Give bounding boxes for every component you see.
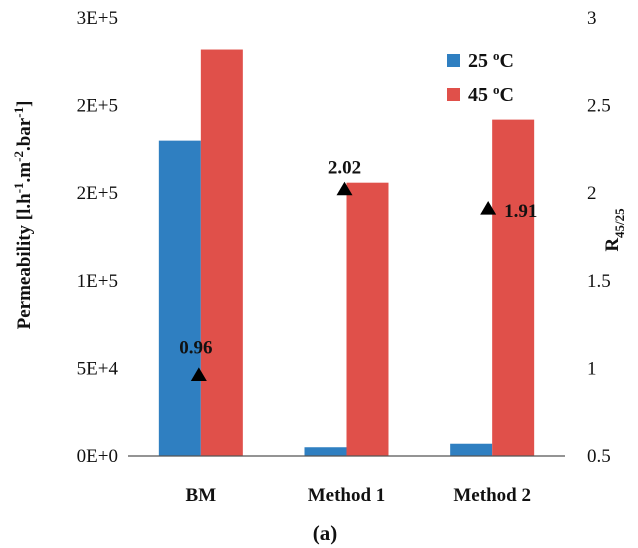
y2-tick-label: 3 (587, 8, 597, 29)
ratio-label: 1.91 (504, 201, 537, 222)
y2-tick-label: 2.5 (587, 96, 611, 117)
y-tick-label: 2E+5 (77, 183, 118, 204)
y2-tick-label: 1 (587, 358, 597, 379)
y-axis-title: Permeability [l.h-1.m-2.bar-1] (11, 101, 35, 330)
ratio-marker (336, 181, 353, 196)
category-label: Method 2 (453, 485, 531, 506)
y-tick-label: 0E+0 (77, 446, 118, 467)
legend-swatch-25 (447, 54, 460, 67)
bars (158, 49, 535, 457)
y2-axis-ticks: 0.5 1 1.5 2 2.5 3 (587, 8, 611, 467)
bar-45c (492, 119, 535, 456)
ratio-markers: 0.96 2.02 1.91 (179, 158, 537, 382)
y-axis-ticks: 0E+0 5E+4 1E+5 2E+5 2E+5 3E+5 (77, 8, 119, 467)
y-tick-label: 3E+5 (77, 8, 118, 29)
bar-25c (158, 140, 201, 456)
category-labels: BM Method 1 Method 2 (186, 485, 531, 506)
y2-tick-label: 0.5 (587, 446, 611, 467)
bar-25c (450, 443, 493, 456)
ratio-label: 0.96 (179, 337, 212, 358)
ratio-marker (480, 200, 497, 215)
y-tick-label: 5E+4 (77, 358, 119, 379)
bar-45c (200, 49, 243, 456)
category-label: Method 1 (308, 485, 386, 506)
legend: 25 oC 45 oC (447, 48, 514, 106)
y2-tick-label: 1.5 (587, 271, 611, 292)
y2-tick-label: 2 (587, 183, 597, 204)
legend-label-25: 25 oC (468, 48, 514, 72)
bar-45c (346, 182, 389, 457)
ratio-label: 2.02 (328, 158, 361, 179)
legend-label-45: 45 oC (468, 82, 514, 106)
figure-caption: (a) (313, 521, 338, 545)
y-tick-label: 1E+5 (77, 271, 118, 292)
legend-swatch-45 (447, 88, 460, 101)
y-tick-label: 2E+5 (77, 96, 118, 117)
bar-25c (304, 447, 347, 456)
ratio-marker (190, 367, 207, 382)
y2-axis-title: R45/25 (602, 208, 627, 252)
category-label: BM (186, 485, 217, 506)
